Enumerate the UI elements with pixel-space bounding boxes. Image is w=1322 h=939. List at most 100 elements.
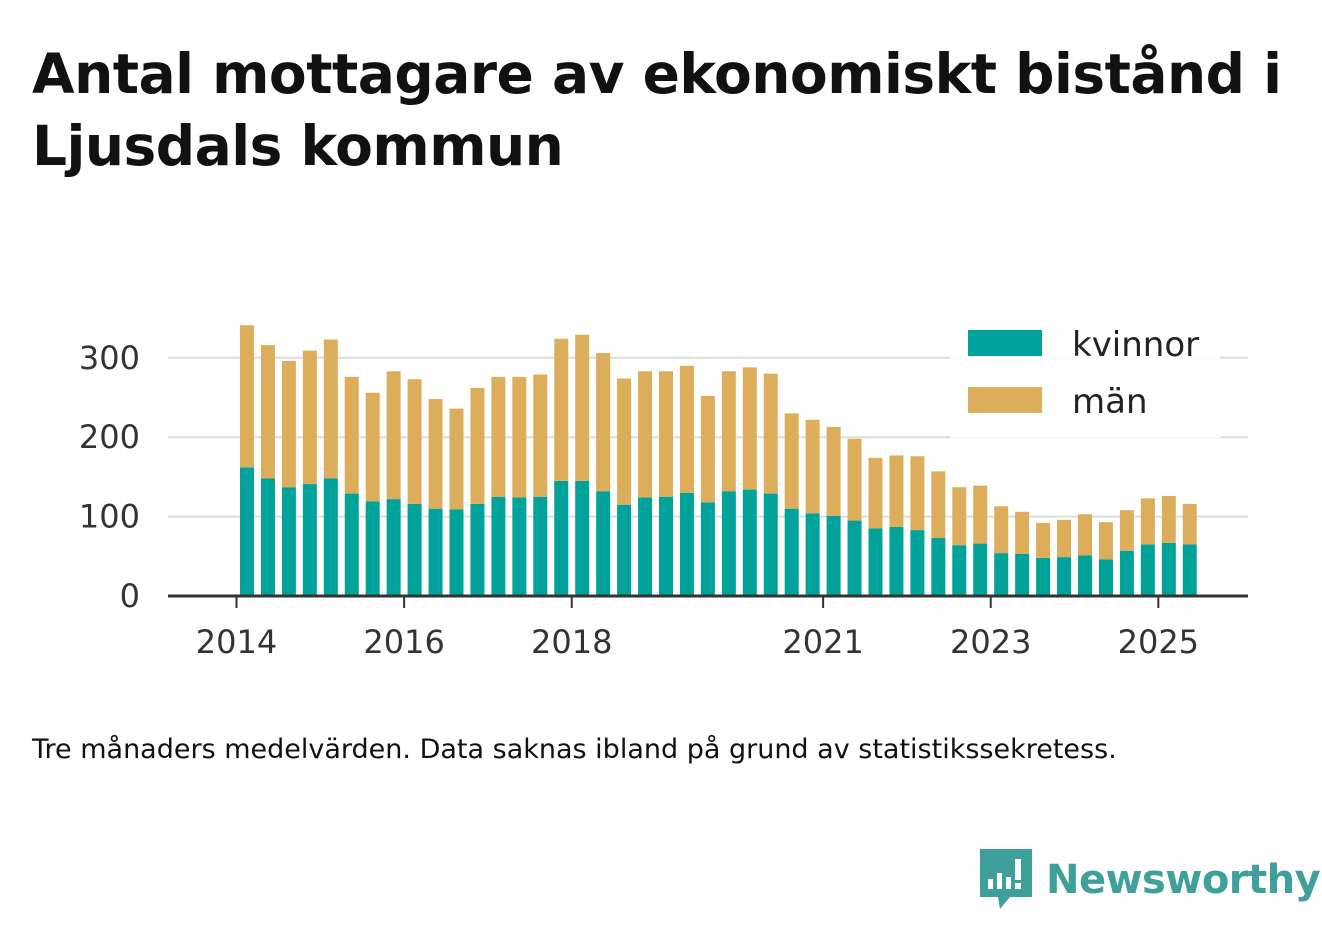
x-tick-label-2021: 2021 — [782, 623, 863, 661]
bar-kvinnor-1 — [260, 478, 275, 596]
y-tick-label-0: 0 — [120, 577, 140, 615]
bar-man-25 — [763, 373, 778, 494]
bar-kvinnor-42 — [1119, 550, 1134, 596]
bar-man-41 — [1098, 522, 1113, 560]
bar-kvinnor-6 — [365, 501, 380, 596]
x-axis-labels: 2014 2016 2018 2021 2023 2025 — [196, 623, 1199, 661]
brand-logo: Newsworthy — [980, 848, 1321, 912]
bar-man-14 — [533, 374, 548, 497]
bar-kvinnor-18 — [617, 504, 632, 596]
bar-kvinnor-39 — [1057, 557, 1072, 596]
bar-man-22 — [700, 395, 715, 503]
bar-man-45 — [1182, 503, 1197, 545]
bar-kvinnor-9 — [428, 508, 443, 596]
bar-man-4 — [323, 339, 338, 479]
legend-label-man: män — [1072, 382, 1148, 422]
bar-man-9 — [428, 399, 443, 509]
bar-kvinnor-44 — [1161, 542, 1176, 596]
bar-man-12 — [491, 376, 506, 497]
x-tick-label-2014: 2014 — [196, 623, 277, 661]
bar-kvinnor-26 — [784, 508, 799, 596]
bar-kvinnor-29 — [847, 520, 862, 596]
legend-swatch-man — [968, 387, 1042, 413]
chart-title: Antal mottagare av ekonomiskt bistånd i … — [32, 42, 1282, 178]
x-tick-label-2025: 2025 — [1118, 623, 1199, 661]
bar-kvinnor-34 — [952, 545, 967, 596]
bar-kvinnor-25 — [763, 493, 778, 596]
bar-kvinnor-15 — [554, 480, 569, 596]
bar-man-34 — [952, 487, 967, 546]
bar-man-15 — [554, 338, 569, 481]
bar-kvinnor-8 — [407, 503, 422, 596]
bar-man-3 — [302, 350, 317, 485]
bar-man-18 — [617, 378, 632, 505]
bar-kvinnor-19 — [638, 497, 653, 596]
bar-kvinnor-11 — [470, 503, 485, 596]
bar-kvinnor-33 — [931, 538, 946, 596]
bar-man-40 — [1078, 514, 1092, 556]
bar-kvinnor-3 — [302, 484, 317, 596]
bar-kvinnor-10 — [449, 509, 464, 596]
bar-kvinnor-31 — [889, 526, 904, 596]
bar-man-43 — [1140, 498, 1155, 545]
bar-man-27 — [805, 419, 820, 514]
bar-man-5 — [344, 376, 359, 494]
y-tick-label-200: 200 — [79, 418, 140, 456]
bar-kvinnor-43 — [1140, 544, 1155, 596]
bar-kvinnor-36 — [994, 553, 1009, 596]
bar-kvinnor-24 — [742, 489, 757, 596]
bar-kvinnor-41 — [1098, 559, 1113, 596]
y-tick-label-100: 100 — [79, 498, 140, 536]
bar-kvinnor-5 — [344, 493, 359, 596]
bar-man-31 — [889, 455, 904, 527]
bar-man-17 — [596, 353, 611, 492]
bar-man-39 — [1057, 519, 1072, 558]
bar-man-24 — [742, 367, 757, 490]
bar-kvinnor-2 — [281, 487, 296, 596]
bar-man-11 — [470, 387, 485, 504]
bar-kvinnor-17 — [596, 491, 611, 596]
x-axis — [168, 594, 1248, 608]
y-tick-label-300: 300 — [79, 339, 140, 377]
bar-man-7 — [386, 371, 401, 500]
bar-man-2 — [281, 360, 296, 488]
bar-kvinnor-4 — [323, 478, 338, 596]
bar-man-37 — [1015, 511, 1030, 554]
footnote: Tre månaders medelvärden. Data saknas ib… — [32, 734, 1117, 765]
bar-kvinnor-14 — [533, 496, 548, 596]
bar-man-1 — [260, 345, 275, 479]
brand-name: Newsworthy — [1046, 857, 1321, 903]
bar-man-44 — [1161, 495, 1176, 543]
x-tick-label-2016: 2016 — [363, 623, 444, 661]
x-tick-label-2018: 2018 — [531, 623, 612, 661]
bar-man-30 — [868, 457, 883, 529]
bar-kvinnor-16 — [575, 480, 590, 596]
bar-man-10 — [449, 408, 464, 510]
bar-kvinnor-0 — [240, 467, 254, 596]
bar-kvinnor-37 — [1015, 553, 1030, 596]
bar-man-36 — [994, 506, 1009, 554]
bar-man-20 — [659, 371, 673, 497]
bar-kvinnor-7 — [386, 499, 401, 596]
legend-label-kvinnor: kvinnor — [1072, 325, 1199, 365]
legend: kvinnor män — [950, 318, 1220, 438]
bar-man-29 — [847, 438, 862, 521]
bar-kvinnor-35 — [973, 543, 988, 596]
bar-man-42 — [1119, 510, 1134, 551]
bar-kvinnor-22 — [700, 502, 715, 596]
bar-man-35 — [973, 485, 988, 544]
bar-man-38 — [1036, 522, 1051, 558]
y-axis-labels: 0 100 200 300 — [79, 339, 140, 615]
bar-man-8 — [407, 379, 422, 504]
bar-kvinnor-20 — [659, 496, 673, 596]
bar-kvinnor-32 — [910, 530, 925, 596]
bar-man-33 — [931, 471, 946, 539]
bar-man-23 — [721, 371, 736, 492]
bar-man-21 — [679, 365, 694, 493]
newsworthy-logo-icon — [980, 849, 1032, 909]
bar-kvinnor-27 — [805, 513, 820, 596]
legend-swatch-kvinnor — [968, 330, 1042, 356]
bars — [240, 325, 1197, 596]
bar-man-0 — [240, 325, 254, 468]
